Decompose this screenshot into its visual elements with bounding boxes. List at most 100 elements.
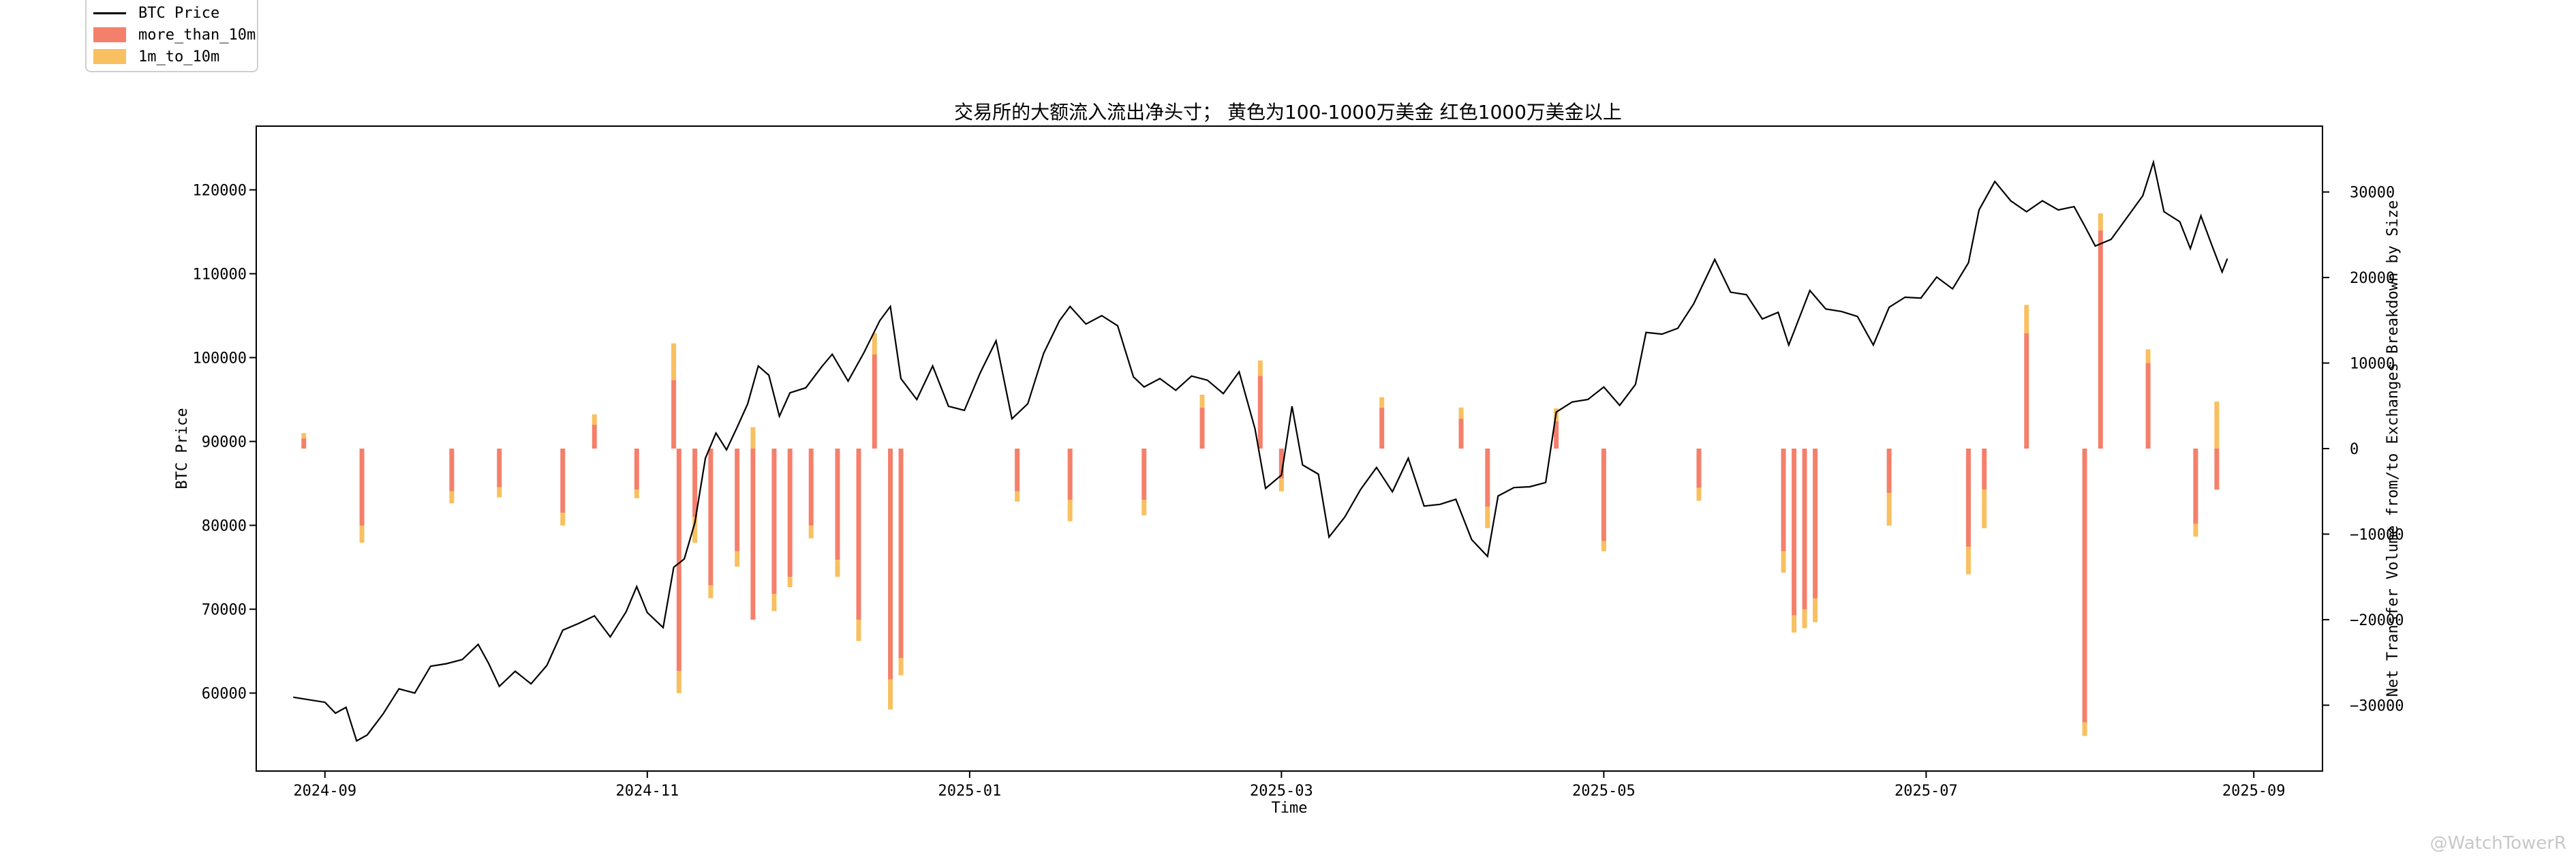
bar-1m-to-10m [1886,493,1892,526]
bar-more-than-10m [634,449,639,490]
bar-1m-to-10m [634,489,639,498]
bar-1m-to-10m [449,491,455,504]
y-axis-right-label: Net Transfer Volume from/to Exchanges Br… [2385,200,2402,697]
bar-1m-to-10m [1067,500,1073,522]
bar-more-than-10m [560,449,566,513]
bar-1m-to-10m [735,551,740,567]
y-right-tick-label: −20000 [2350,612,2404,629]
bar-1m-to-10m [1696,487,1702,501]
bar-more-than-10m [676,449,681,672]
bar-more-than-10m [2082,449,2087,723]
bar-more-than-10m [301,438,307,449]
y-right-tick-label: 30000 [2350,185,2395,202]
bar-more-than-10m [856,449,861,620]
bar-more-than-10m [497,449,502,487]
bar-1m-to-10m [1802,609,1807,629]
bar-1m-to-10m [2193,524,2198,537]
bar-1m-to-10m [671,343,677,380]
bar-1m-to-10m [1141,500,1147,515]
y-right-tick-label: −10000 [2350,526,2404,543]
bar-more-than-10m [735,449,740,552]
bar-more-than-10m [592,424,597,449]
bar-1m-to-10m [2024,305,2029,333]
legend-line-swatch [93,12,126,14]
y-left-tick-label: 80000 [202,518,247,535]
legend-mid-label: 1m_to_10m [138,48,220,65]
x-axis-label: Time [1272,800,1308,817]
bar-more-than-10m [1379,407,1385,449]
plot-frame [256,125,2323,772]
bar-1m-to-10m [692,517,698,543]
bar-more-than-10m [1781,449,1786,552]
bar-more-than-10m [1141,449,1147,500]
bar-more-than-10m [692,449,698,517]
y-left-tick-label: 120000 [193,182,247,199]
bar-more-than-10m [888,449,893,680]
bar-more-than-10m [2193,449,2198,524]
bar-1m-to-10m [676,671,681,693]
bar-1m-to-10m [1781,551,1786,573]
bar-1m-to-10m [771,594,777,612]
bar-1m-to-10m [1257,360,1263,376]
bar-more-than-10m [898,449,904,659]
legend-red-swatch [93,27,126,42]
y-axis-left-label: BTC Price [174,408,191,489]
legend-item-more-than-10m: more_than_10m [93,25,256,45]
bar-1m-to-10m [1015,491,1020,502]
chart-title: 交易所的大额流入流出净头寸； 黄色为100-1000万美金 红色1000万美金以… [954,101,1622,123]
legend-item-1m-to-10m: 1m_to_10m [93,46,219,67]
bar-1m-to-10m [359,525,365,543]
bar-more-than-10m [1015,449,1020,492]
bar-1m-to-10m [750,427,756,449]
bar-1m-to-10m [592,414,597,425]
btc-price-line [293,159,2228,742]
axes-layer: 2024-09 2024-11 2025-01 2025-03 2025-05 2025-… [193,182,2404,800]
bar-1m-to-10m [301,433,307,438]
bar-1m-to-10m [1601,541,1606,552]
bar-1m-to-10m [1379,397,1385,408]
bar-1m-to-10m [1485,507,1490,528]
legend-price-label: BTC Price [138,4,220,22]
bars-layer [301,213,2220,736]
bar-more-than-10m [872,354,877,449]
bar-more-than-10m [787,449,793,577]
price-layer [293,159,2228,742]
bar-1m-to-10m [1813,598,1818,622]
bar-more-than-10m [449,449,455,492]
y-right-tick-label: −30000 [2350,697,2404,714]
bar-more-than-10m [1485,449,1490,507]
bar-more-than-10m [1982,449,1987,490]
bar-more-than-10m [359,449,365,526]
bar-1m-to-10m [2098,213,2103,231]
bar-more-than-10m [1257,376,1263,449]
y-right-tick-label: 0 [2350,441,2359,458]
bar-1m-to-10m [856,619,861,642]
bar-1m-to-10m [2082,722,2087,736]
bar-1m-to-10m [1965,547,1971,575]
bar-1m-to-10m [1982,489,1987,528]
y-left-tick-label: 60000 [202,686,247,703]
x-tick-label: 2025-07 [1895,783,1958,800]
bar-more-than-10m [1813,449,1818,599]
bar-1m-to-10m [560,513,566,526]
bar-more-than-10m [1278,449,1284,479]
y-left-tick-label: 110000 [193,267,247,284]
legend-big-label: more_than_10m [138,26,256,44]
bar-more-than-10m [1554,421,1559,449]
bar-more-than-10m [1067,449,1073,500]
x-tick-label: 2025-03 [1250,783,1313,800]
x-tick-label: 2025-01 [938,783,1001,800]
y-left-tick-label: 70000 [202,602,247,619]
bar-1m-to-10m [888,679,893,710]
legend: BTC Price more_than_10m 1m_to_10m [85,0,258,72]
bar-more-than-10m [1601,449,1606,541]
bar-1m-to-10m [898,658,904,676]
bar-more-than-10m [1696,449,1702,488]
y-right-tick-label: 10000 [2350,356,2395,373]
bar-more-than-10m [750,449,756,620]
x-tick-label: 2025-09 [2222,783,2286,800]
y-left-tick-label: 100000 [193,350,247,367]
bar-more-than-10m [808,449,814,526]
x-tick-label: 2024-09 [293,783,356,800]
bar-1m-to-10m [708,585,714,599]
